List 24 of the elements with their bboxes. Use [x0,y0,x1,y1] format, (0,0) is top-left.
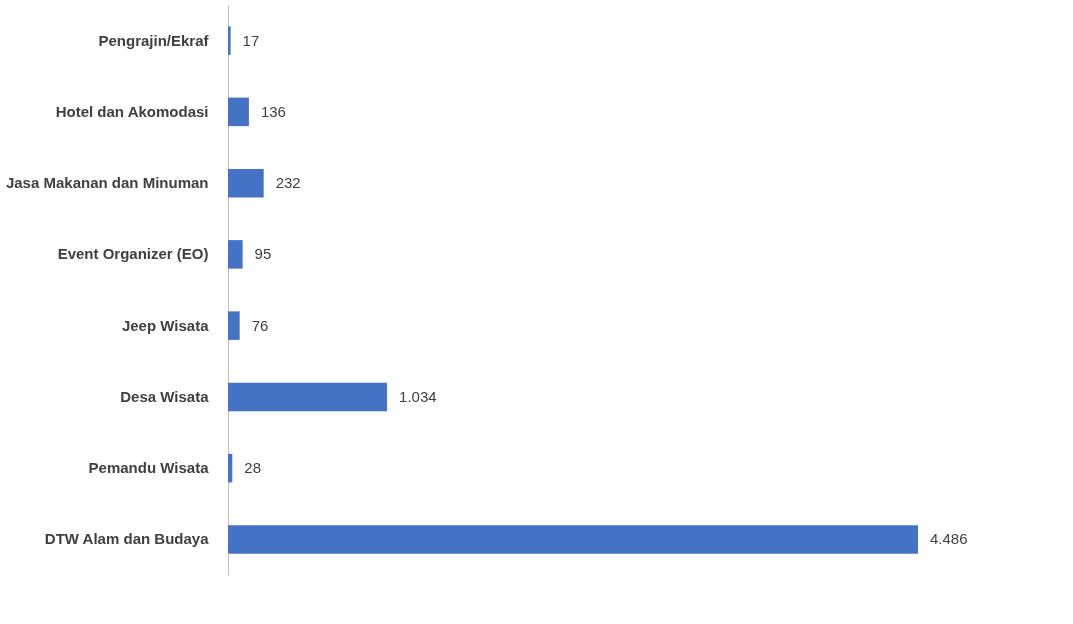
bar [228,453,233,483]
data-label: 95 [254,245,272,263]
bar [228,525,918,554]
y-tick-label: Jasa Makanan dan Minuman [5,174,209,192]
y-tick-label: DTW Alam dan Budaya [44,530,210,548]
data-label: 28 [244,459,261,477]
bar [228,97,249,127]
data-label: 136 [260,102,286,120]
data-label: 232 [275,174,301,192]
data-label: 1.034 [399,387,437,405]
y-tick-label: Desa Wisata [120,387,210,405]
bar [228,26,231,55]
bar [228,382,388,412]
data-label: 17 [242,31,260,49]
y-tick-label: Jeep Wisata [121,316,210,334]
y-tick-label: Event Organizer (EO) [57,245,209,263]
bar [228,311,240,340]
y-tick-label: Pemandu Wisata [88,459,210,477]
bar [228,168,264,198]
y-tick-label: Hotel dan Akomodasi [55,102,209,120]
data-label: 4.486 [930,530,968,548]
data-label: 76 [251,316,269,334]
bar [228,240,243,269]
y-tick-label: Pengrajin/Ekraf [98,31,210,49]
